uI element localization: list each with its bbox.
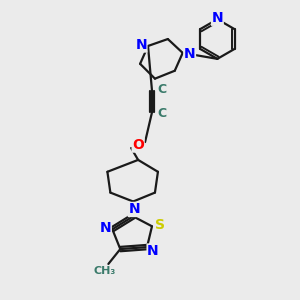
Text: C: C xyxy=(157,83,167,96)
Text: N: N xyxy=(212,11,223,25)
Text: S: S xyxy=(155,218,165,232)
Text: CH₃: CH₃ xyxy=(93,266,116,276)
Text: N: N xyxy=(135,38,147,52)
Text: O: O xyxy=(132,138,144,152)
Text: N: N xyxy=(100,221,111,235)
Text: C: C xyxy=(157,107,167,120)
Text: N: N xyxy=(184,47,195,61)
Text: N: N xyxy=(147,244,159,258)
Text: N: N xyxy=(128,202,140,216)
